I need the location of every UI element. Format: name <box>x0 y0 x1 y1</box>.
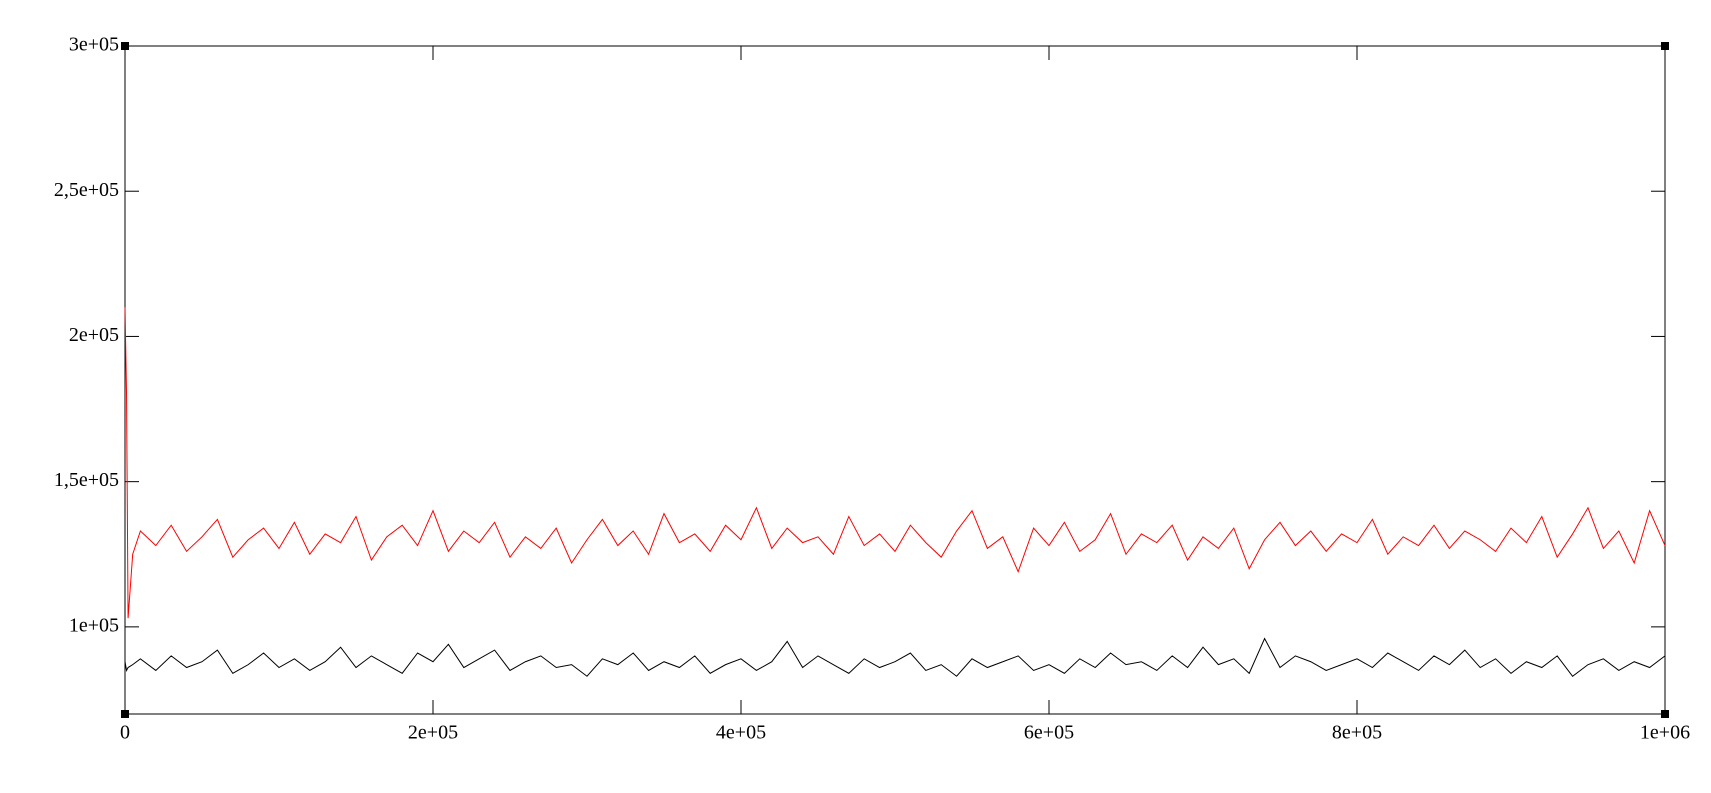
y-tick-label: 1e+05 <box>69 614 119 636</box>
y-tick-label: 2,5e+05 <box>54 179 119 201</box>
x-tick-label: 6e+05 <box>1024 722 1074 744</box>
plot-frame <box>124 45 1666 715</box>
y-tick-label: 1,5e+05 <box>54 469 119 491</box>
y-tick-label: 2e+05 <box>69 324 119 346</box>
x-tick-label: 2e+05 <box>408 722 458 744</box>
x-tick-label: 1e+06 <box>1640 722 1690 744</box>
series-line <box>124 637 1666 677</box>
series-line <box>124 307 1666 619</box>
y-tick-label: 3e+05 <box>69 34 119 56</box>
x-tick-label: 8e+05 <box>1332 722 1382 744</box>
x-tick-label: 4e+05 <box>716 722 766 744</box>
x-tick-label: 0 <box>120 722 130 744</box>
